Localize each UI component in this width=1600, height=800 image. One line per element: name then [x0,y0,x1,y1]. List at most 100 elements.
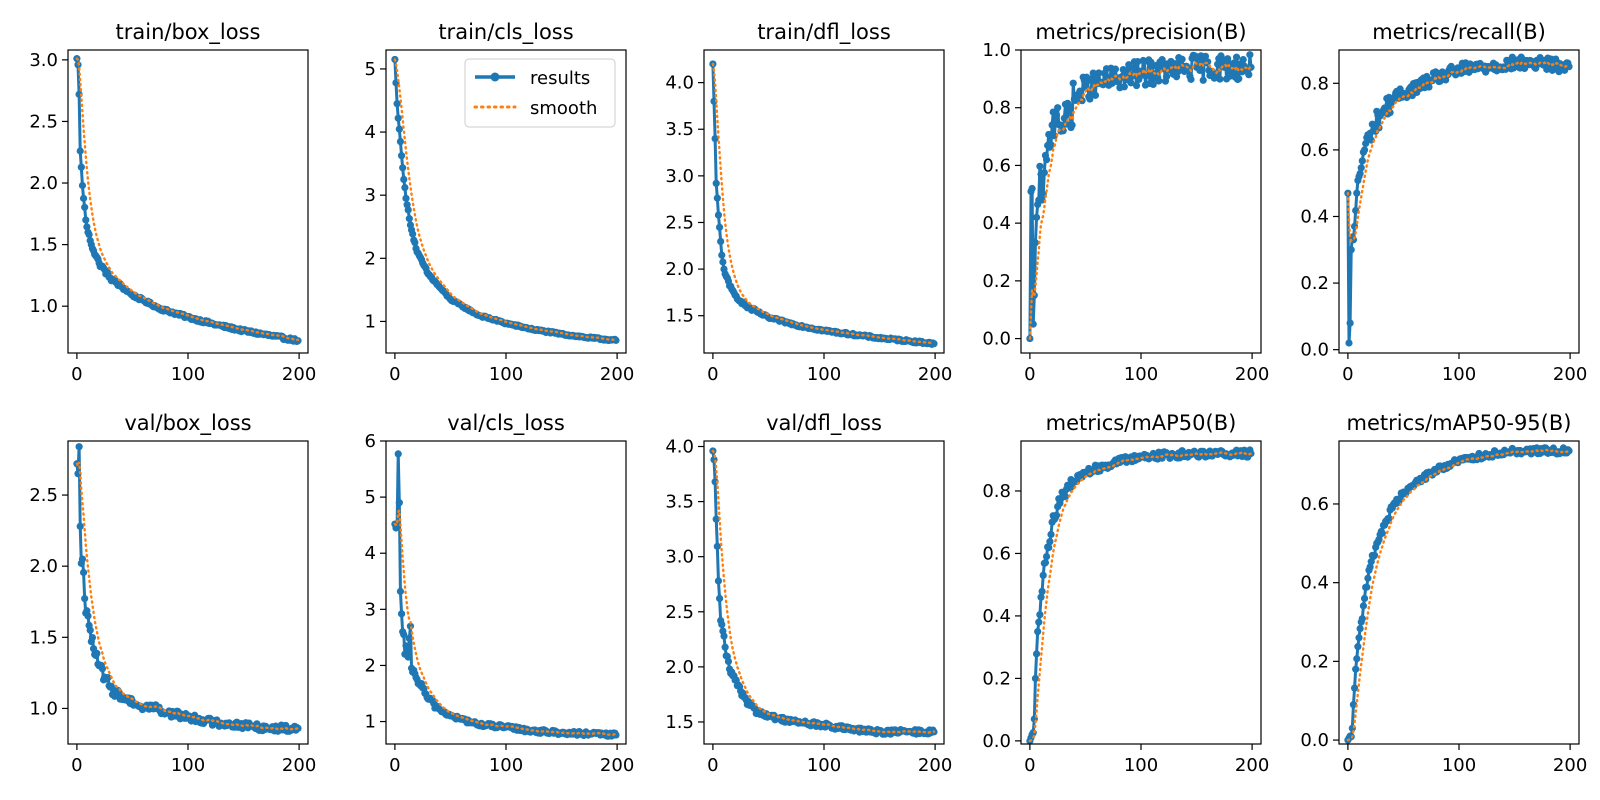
data-point [1039,571,1047,579]
data-point [1350,684,1359,692]
y-tick-label: 0.2 [1300,273,1329,294]
data-point [1054,104,1062,112]
y-tick-label: 0.6 [1300,494,1329,515]
panel-title: metrics/recall(B) [1372,20,1546,44]
axes-frame [1020,440,1262,745]
data-point [1120,83,1128,91]
data-point [397,610,406,618]
y-tick-label: 0.4 [1300,573,1329,594]
data-point [718,620,726,629]
y-tick-label: 0.2 [1300,651,1329,672]
data-point [404,206,412,214]
data-point [397,152,406,160]
data-point [104,674,112,682]
x-tick-label: 0 [389,364,400,385]
data-point [1216,75,1224,83]
x-tick-label: 100 [1124,364,1158,385]
y-tick-label: 1.5 [665,712,694,733]
data-point [1362,139,1370,148]
data-point [1363,583,1371,591]
data-point [1235,75,1243,83]
panel-title: metrics/precision(B) [1035,20,1246,44]
x-tick-label: 100 [807,755,841,776]
data-point [394,450,402,458]
x-tick-label: 100 [489,755,523,776]
data-point [78,181,87,190]
results-line [75,58,299,343]
y-tick-label: 1 [365,311,376,332]
x-tick-label: 100 [171,755,205,776]
axes-frame [703,49,945,354]
data-point [86,626,94,634]
panel-val-box-loss: val/box_loss 0 100 200 1.0 1.5 2.0 2.5 [29,411,316,776]
data-point [1040,168,1048,177]
results-line [1028,53,1253,339]
data-point [1230,59,1238,67]
x-tick-label: 200 [1235,755,1269,776]
x-tick-label: 200 [1553,364,1587,385]
data-point [76,147,84,155]
data-point [1204,58,1212,66]
data-point [1041,558,1050,567]
y-tick-label: 0.0 [982,329,1011,350]
data-point [75,443,83,451]
data-point [396,587,405,595]
panel-val-dfl-loss: val/dfl_loss 0 100 200 1.5 2.0 2.5 3.0 3.5 4.0 [665,411,952,776]
data-point [404,653,412,661]
x-tick-label: 0 [707,755,718,776]
x-tick-label: 0 [1024,364,1035,385]
data-point [1127,79,1135,87]
panel-val-cls-loss: val/cls_loss 0 100 200 1 2 3 4 5 6 [365,411,635,776]
data-point [1178,55,1186,63]
plot-area [709,60,938,348]
data-point [713,194,721,202]
y-tick-label: 2.0 [29,173,58,194]
data-point [78,555,87,563]
data-point [1149,80,1157,89]
data-point [1354,643,1362,651]
axes-frame [1338,49,1580,354]
data-point [399,164,407,172]
y-tick-label: 0.8 [1300,73,1329,94]
x-tick-label: 200 [600,755,634,776]
data-point [409,230,417,238]
data-point [81,203,89,211]
y-tick-label: 0.4 [982,606,1011,627]
smooth-line [393,58,618,341]
x-tick-label: 100 [171,364,205,385]
data-point [1035,618,1043,626]
data-point [93,649,101,657]
data-point [402,194,410,202]
results-line [1346,446,1571,741]
results-line [1346,55,1571,345]
y-tick-label: 2.0 [665,657,694,678]
y-tick-label: 3 [365,599,376,620]
data-point [1201,52,1210,60]
smooth-line [75,461,300,731]
y-tick-label: 4 [365,543,376,564]
y-tick-label: 0.2 [982,668,1011,689]
y-tick-label: 1.5 [665,306,694,327]
data-point [712,179,720,187]
data-point [403,645,411,653]
data-point [84,612,92,620]
x-tick-label: 0 [71,755,82,776]
data-point [1196,66,1204,75]
data-point [400,630,408,639]
data-point [720,632,728,640]
data-point [1352,665,1360,673]
y-tick-label: 1.5 [29,235,58,256]
y-tick-label: 2.5 [665,212,694,233]
data-point [400,175,408,184]
y-tick-label: 4.0 [665,437,694,458]
data-point [724,657,733,666]
data-point [1031,674,1040,683]
smooth-line [1028,451,1253,743]
y-tick-label: 6 [365,431,376,452]
data-point [393,100,401,108]
x-tick-label: 100 [1124,755,1158,776]
data-point [1385,514,1393,522]
plot-area [73,55,302,346]
data-point [1045,130,1053,139]
